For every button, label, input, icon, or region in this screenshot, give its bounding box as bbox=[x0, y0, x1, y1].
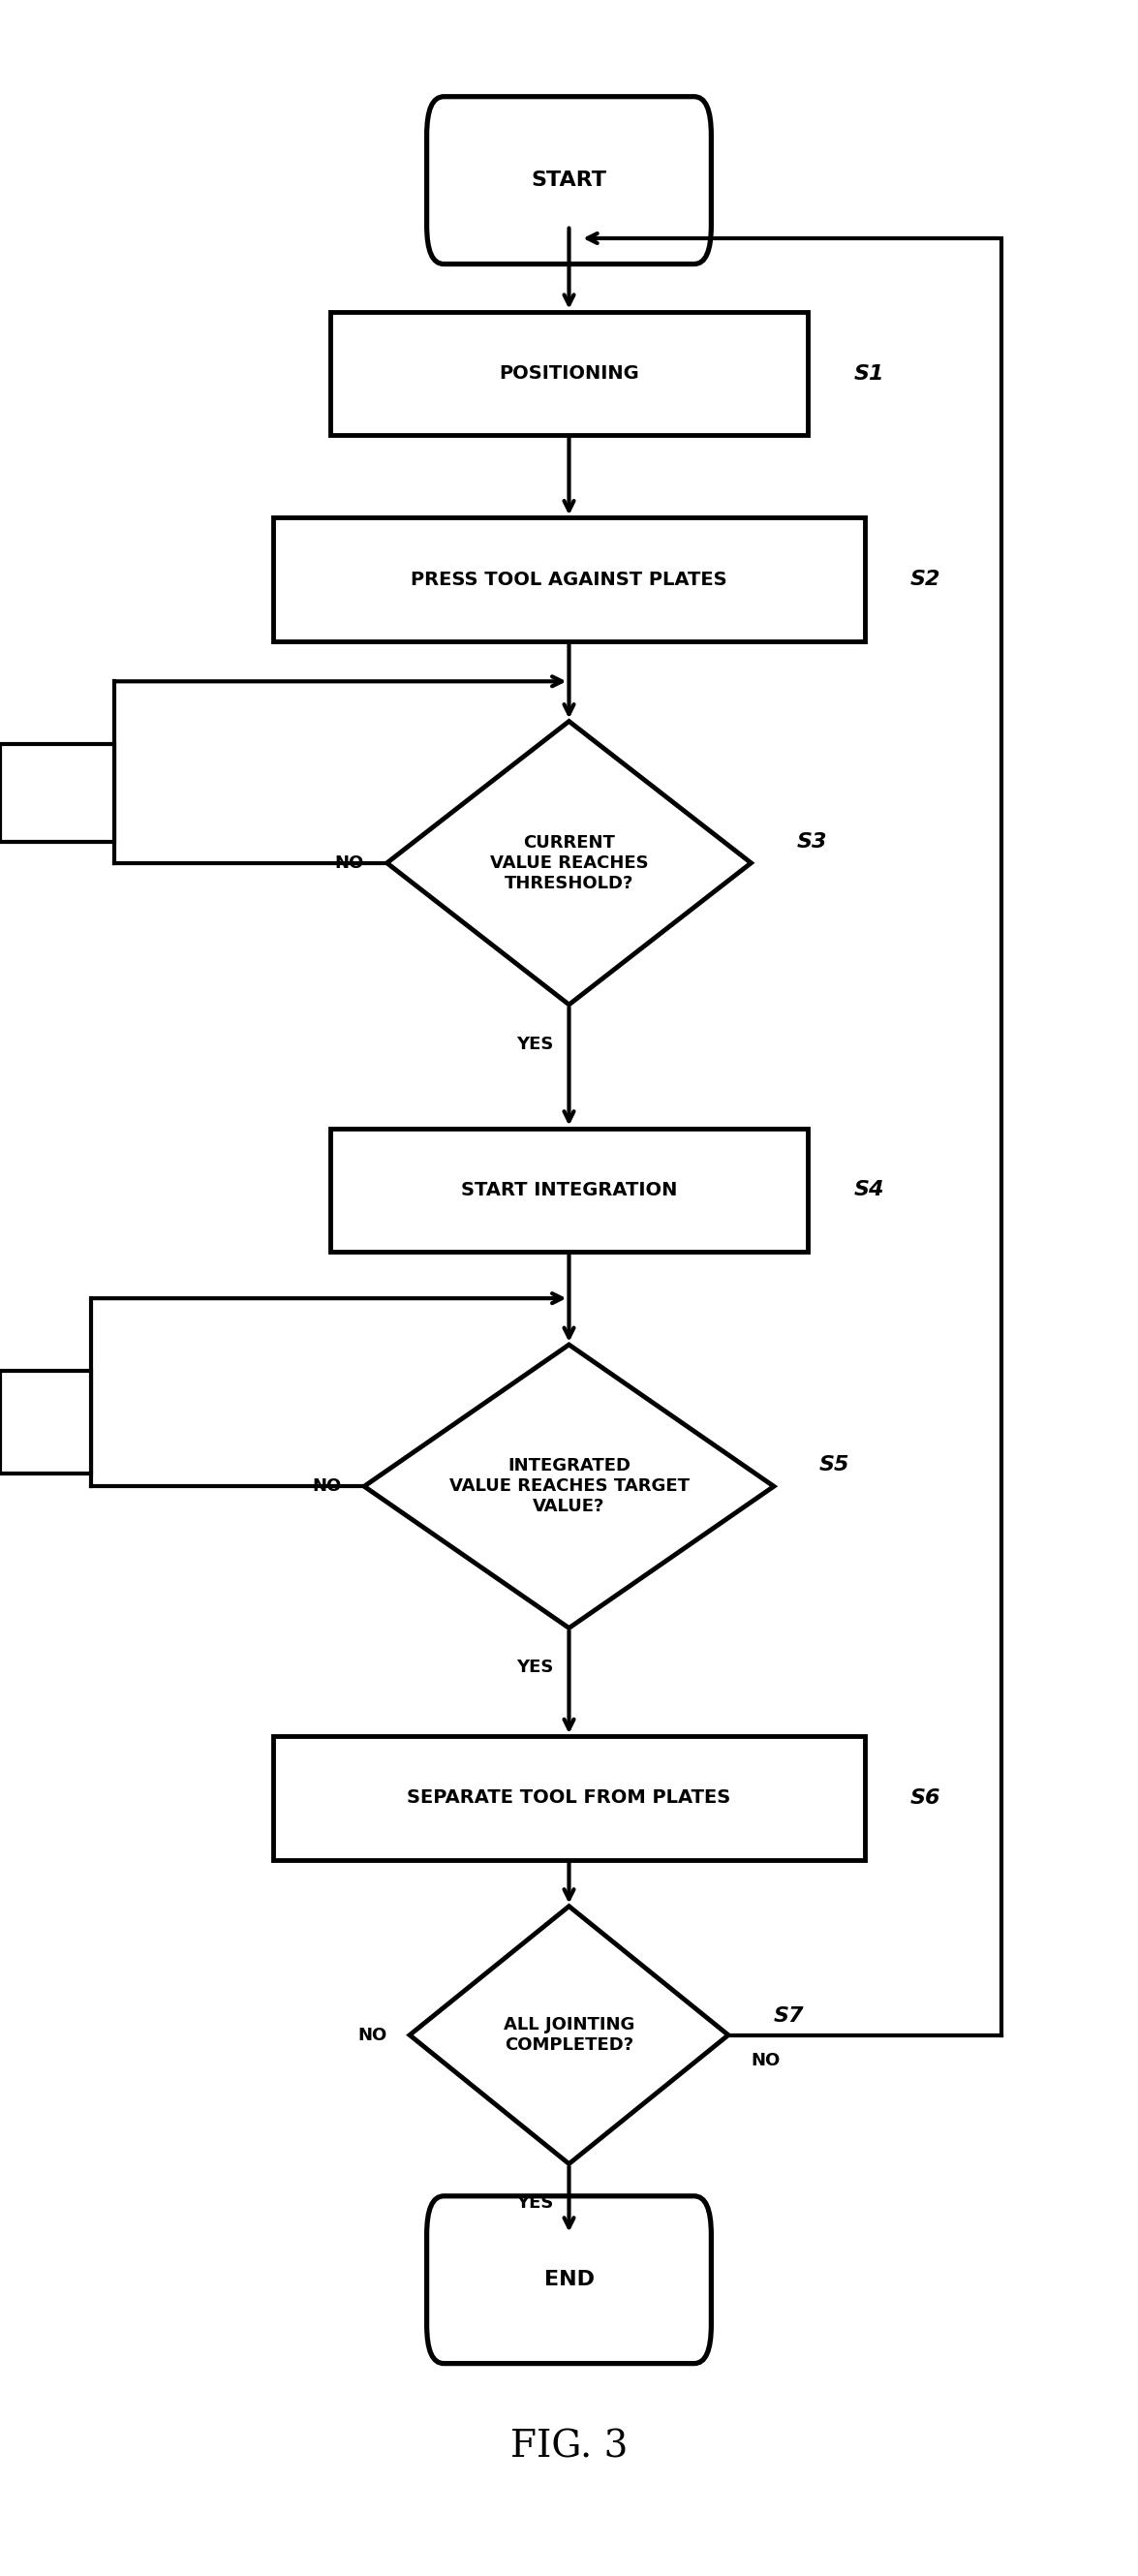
FancyBboxPatch shape bbox=[427, 2195, 711, 2365]
Text: S4: S4 bbox=[854, 1180, 884, 1200]
Text: NO: NO bbox=[312, 1479, 341, 1494]
Text: S6: S6 bbox=[910, 1788, 941, 1808]
FancyBboxPatch shape bbox=[273, 1736, 865, 1860]
Text: S7: S7 bbox=[774, 2007, 805, 2025]
FancyBboxPatch shape bbox=[427, 95, 711, 263]
Text: YES: YES bbox=[517, 1659, 553, 1677]
FancyBboxPatch shape bbox=[273, 518, 865, 641]
FancyBboxPatch shape bbox=[330, 312, 808, 435]
Text: NO: NO bbox=[751, 2053, 781, 2069]
Text: NO: NO bbox=[335, 855, 364, 871]
Text: START INTEGRATION: START INTEGRATION bbox=[461, 1180, 677, 1200]
Text: END: END bbox=[544, 2269, 594, 2290]
Text: NO: NO bbox=[357, 2027, 387, 2043]
FancyBboxPatch shape bbox=[330, 1128, 808, 1252]
FancyBboxPatch shape bbox=[0, 1370, 91, 1473]
Text: INTEGRATED
VALUE REACHES TARGET
VALUE?: INTEGRATED VALUE REACHES TARGET VALUE? bbox=[448, 1458, 690, 1515]
Text: FIG. 3: FIG. 3 bbox=[510, 2429, 628, 2465]
Text: YES: YES bbox=[517, 1036, 553, 1054]
Polygon shape bbox=[364, 1345, 774, 1628]
Polygon shape bbox=[410, 1906, 728, 2164]
Polygon shape bbox=[387, 721, 751, 1005]
FancyBboxPatch shape bbox=[0, 744, 114, 842]
Text: S2: S2 bbox=[910, 569, 941, 590]
Text: CURRENT
VALUE REACHES
THRESHOLD?: CURRENT VALUE REACHES THRESHOLD? bbox=[489, 835, 649, 891]
Text: PRESS TOOL AGAINST PLATES: PRESS TOOL AGAINST PLATES bbox=[411, 569, 727, 590]
Text: S1: S1 bbox=[854, 363, 884, 384]
Text: SEPARATE TOOL FROM PLATES: SEPARATE TOOL FROM PLATES bbox=[407, 1788, 731, 1808]
Text: POSITIONING: POSITIONING bbox=[498, 363, 640, 384]
Text: ALL JOINTING
COMPLETED?: ALL JOINTING COMPLETED? bbox=[503, 2017, 635, 2053]
Text: YES: YES bbox=[517, 2195, 553, 2213]
Text: S5: S5 bbox=[819, 1455, 850, 1476]
Text: START: START bbox=[531, 170, 607, 191]
Text: S3: S3 bbox=[797, 832, 827, 853]
